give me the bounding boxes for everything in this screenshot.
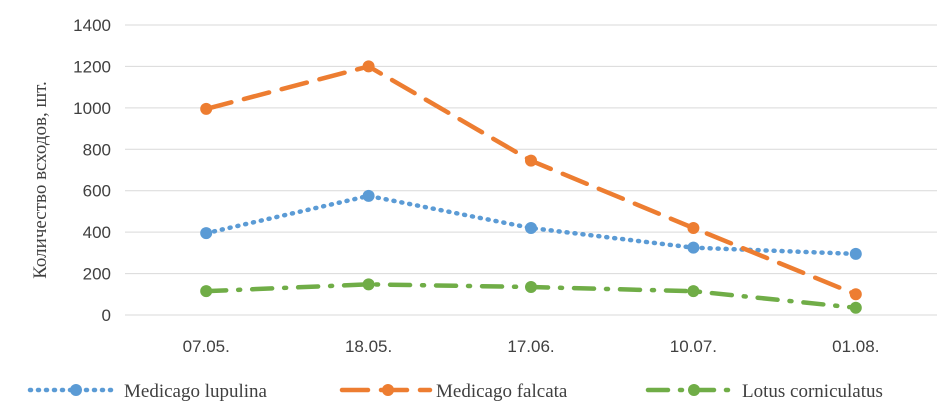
legend-marker — [70, 384, 82, 396]
x-axis-tick-labels: 07.05. 18.05. 17.06. 10.07. 01.08. — [183, 337, 880, 356]
gridlines — [125, 24, 937, 316]
data-point — [687, 222, 700, 234]
data-point — [849, 247, 862, 260]
x-tick-label: 18.05. — [345, 337, 392, 356]
legend-label: Lotus corniculatus — [742, 381, 883, 401]
data-point — [362, 60, 375, 73]
y-tick-label: 1400 — [73, 16, 111, 35]
x-tick-label: 07.05. — [183, 337, 230, 356]
legend-label: Medicago falcata — [436, 381, 568, 401]
data-point — [525, 281, 537, 294]
series-2 — [200, 278, 862, 314]
series-1 — [200, 60, 862, 301]
data-point — [849, 301, 862, 314]
y-tick-label: 200 — [83, 265, 111, 284]
legend: Medicago lupulina Medicago falcata Lotus c… — [27, 381, 883, 401]
data-point — [362, 189, 375, 202]
x-tick-label: 01.08. — [832, 337, 879, 356]
data-point — [687, 285, 700, 298]
y-tick-label: 600 — [83, 182, 111, 201]
data-point — [200, 227, 213, 240]
x-tick-label: 10.07. — [670, 337, 717, 356]
x-tick-label: 17.06. — [507, 337, 554, 356]
legend-marker — [688, 384, 700, 396]
legend-item: Medicago falcata — [339, 381, 568, 401]
y-axis-tick-labels: 0 200 400 600 800 1000 1200 1400 — [73, 16, 111, 325]
y-tick-label: 1200 — [73, 57, 111, 76]
data-point — [200, 285, 213, 298]
y-tick-label: 400 — [83, 223, 111, 242]
legend-item: Lotus corniculatus — [645, 381, 883, 401]
series-line — [203, 64, 859, 297]
y-tick-label: 800 — [83, 140, 111, 159]
data-point — [849, 288, 862, 301]
data-point — [200, 102, 213, 115]
data-point — [687, 241, 700, 254]
legend-marker — [382, 384, 394, 396]
y-tick-label: 1000 — [73, 99, 111, 118]
data-point — [362, 278, 375, 291]
legend-label: Medicago lupulina — [124, 381, 268, 401]
data-point — [525, 154, 537, 167]
series-0 — [200, 189, 862, 260]
y-axis-title: Количество всходов, шт. — [30, 81, 51, 279]
data-point — [525, 222, 537, 234]
series-group — [200, 60, 862, 314]
legend-item: Medicago lupulina — [27, 381, 268, 401]
y-tick-label: 0 — [102, 306, 111, 325]
